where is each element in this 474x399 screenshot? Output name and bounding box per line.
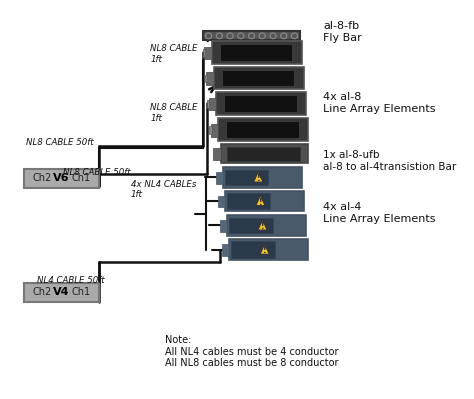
FancyBboxPatch shape bbox=[229, 239, 308, 261]
Text: !: ! bbox=[261, 222, 264, 231]
Circle shape bbox=[270, 33, 276, 39]
Polygon shape bbox=[258, 220, 267, 230]
Text: 4x NL4 CABLEs
1ft: 4x NL4 CABLEs 1ft bbox=[131, 180, 196, 200]
Text: NL8 CABLE 50ft: NL8 CABLE 50ft bbox=[26, 138, 94, 147]
FancyBboxPatch shape bbox=[218, 196, 225, 207]
FancyBboxPatch shape bbox=[227, 193, 271, 209]
Text: V4: V4 bbox=[53, 287, 70, 297]
FancyBboxPatch shape bbox=[213, 148, 220, 160]
Text: Ch1: Ch1 bbox=[71, 173, 90, 183]
Circle shape bbox=[281, 33, 287, 39]
Polygon shape bbox=[255, 196, 265, 205]
FancyBboxPatch shape bbox=[204, 47, 212, 59]
FancyBboxPatch shape bbox=[220, 44, 292, 61]
Circle shape bbox=[239, 34, 243, 38]
Text: 1x al-8-ufb
al-8 to al-4transistion Bar: 1x al-8-ufb al-8 to al-4transistion Bar bbox=[323, 150, 456, 172]
Text: 4x al-4
Line Array Elements: 4x al-4 Line Array Elements bbox=[323, 202, 436, 224]
Text: !: ! bbox=[256, 174, 260, 183]
Text: al-8-fb
Fly Bar: al-8-fb Fly Bar bbox=[323, 22, 362, 43]
FancyBboxPatch shape bbox=[231, 241, 275, 258]
FancyBboxPatch shape bbox=[226, 121, 299, 138]
Text: Note:
All NL4 cables must be 4 conductor
All NL8 cables must be 8 conductor: Note: All NL4 cables must be 4 conductor… bbox=[165, 335, 338, 368]
Text: !: ! bbox=[259, 198, 262, 207]
FancyBboxPatch shape bbox=[216, 172, 223, 184]
FancyBboxPatch shape bbox=[211, 124, 219, 136]
Circle shape bbox=[228, 34, 232, 38]
Text: NL8 CABLE
1ft: NL8 CABLE 1ft bbox=[150, 44, 198, 63]
FancyBboxPatch shape bbox=[222, 70, 294, 86]
FancyBboxPatch shape bbox=[223, 167, 301, 188]
Polygon shape bbox=[260, 244, 269, 254]
Text: 4x al-8
Line Array Elements: 4x al-8 Line Array Elements bbox=[323, 92, 436, 114]
FancyBboxPatch shape bbox=[220, 144, 308, 163]
Circle shape bbox=[238, 33, 244, 39]
Polygon shape bbox=[254, 172, 263, 182]
FancyBboxPatch shape bbox=[216, 92, 306, 115]
Circle shape bbox=[271, 34, 275, 38]
Circle shape bbox=[218, 34, 221, 38]
Circle shape bbox=[250, 34, 253, 38]
FancyBboxPatch shape bbox=[225, 170, 268, 186]
FancyBboxPatch shape bbox=[202, 49, 205, 57]
Circle shape bbox=[206, 33, 211, 39]
Circle shape bbox=[227, 33, 233, 39]
FancyBboxPatch shape bbox=[203, 32, 300, 40]
Circle shape bbox=[216, 33, 222, 39]
FancyBboxPatch shape bbox=[207, 100, 210, 108]
FancyBboxPatch shape bbox=[229, 217, 273, 233]
Text: Ch2: Ch2 bbox=[33, 173, 52, 183]
Circle shape bbox=[292, 33, 297, 39]
Circle shape bbox=[282, 34, 285, 38]
FancyBboxPatch shape bbox=[209, 98, 216, 111]
FancyBboxPatch shape bbox=[227, 147, 300, 160]
Text: NL8 CABLE
1ft: NL8 CABLE 1ft bbox=[150, 103, 198, 122]
Circle shape bbox=[261, 34, 264, 38]
FancyBboxPatch shape bbox=[212, 41, 301, 64]
FancyBboxPatch shape bbox=[207, 72, 214, 85]
Circle shape bbox=[207, 34, 210, 38]
FancyBboxPatch shape bbox=[224, 95, 297, 112]
Text: NL4 CABLE 50ft: NL4 CABLE 50ft bbox=[37, 276, 105, 284]
Text: V6: V6 bbox=[53, 173, 70, 183]
FancyBboxPatch shape bbox=[227, 215, 306, 236]
FancyBboxPatch shape bbox=[24, 283, 99, 302]
FancyBboxPatch shape bbox=[219, 118, 308, 141]
FancyBboxPatch shape bbox=[222, 244, 229, 256]
FancyBboxPatch shape bbox=[225, 191, 304, 211]
FancyBboxPatch shape bbox=[24, 169, 99, 188]
FancyBboxPatch shape bbox=[209, 126, 211, 134]
Circle shape bbox=[248, 33, 255, 39]
FancyBboxPatch shape bbox=[214, 67, 304, 89]
Text: NL8 CABLE 50ft: NL8 CABLE 50ft bbox=[63, 168, 130, 177]
FancyBboxPatch shape bbox=[220, 220, 227, 231]
Text: Ch1: Ch1 bbox=[71, 287, 90, 297]
Text: Ch2: Ch2 bbox=[33, 287, 52, 297]
Text: !: ! bbox=[263, 246, 266, 255]
FancyBboxPatch shape bbox=[205, 75, 207, 83]
Circle shape bbox=[259, 33, 265, 39]
Circle shape bbox=[293, 34, 296, 38]
